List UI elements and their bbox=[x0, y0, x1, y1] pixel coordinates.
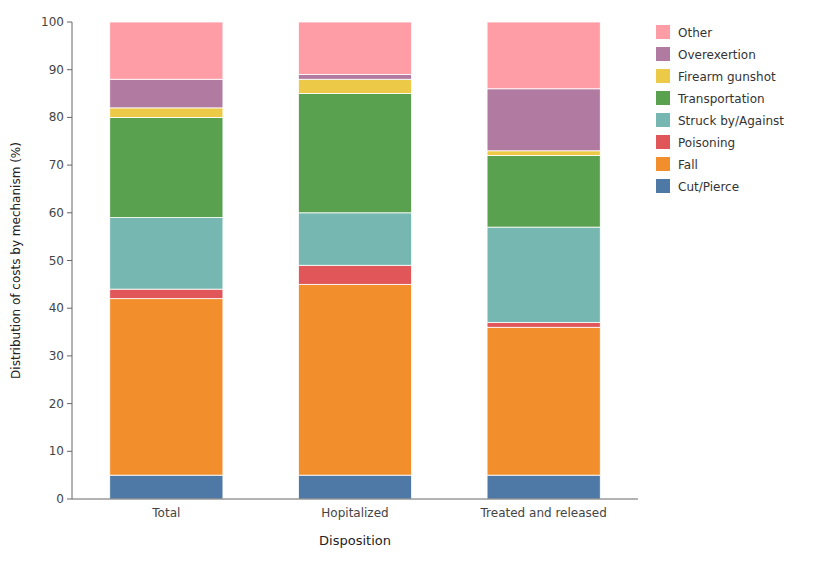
bar-segment bbox=[487, 227, 600, 322]
legend-label: Fall bbox=[678, 158, 698, 172]
y-tick bbox=[67, 69, 72, 70]
legend-label: Transportation bbox=[677, 92, 765, 106]
bar-segment bbox=[110, 299, 223, 475]
y-tick-label: 50 bbox=[49, 254, 64, 268]
y-tick bbox=[67, 22, 72, 23]
bar-segment bbox=[487, 475, 600, 499]
y-tick-label: 10 bbox=[49, 444, 64, 458]
x-axis-line bbox=[72, 499, 638, 500]
chart-svg: 0 10 20 30 40 50 60 70 80 90 100 Total Hopitalized Tr… bbox=[0, 0, 828, 561]
y-tick-label: 0 bbox=[56, 492, 64, 506]
bar-segment bbox=[110, 475, 223, 499]
legend-swatch bbox=[656, 47, 670, 61]
x-axis: Total Hopitalized Treated and released bbox=[72, 499, 638, 520]
bar-segment bbox=[298, 94, 411, 213]
y-tick bbox=[67, 355, 72, 356]
chart-container: 0 10 20 30 40 50 60 70 80 90 100 Total Hopitalized Tr… bbox=[0, 0, 828, 561]
y-tick bbox=[67, 499, 72, 500]
y-tick-label: 70 bbox=[49, 158, 64, 172]
bar-segment bbox=[110, 218, 223, 290]
y-tick bbox=[67, 308, 72, 309]
bar-segment bbox=[487, 327, 600, 475]
bar-segment bbox=[487, 151, 600, 156]
legend-label: Cut/Pierce bbox=[678, 180, 739, 194]
bar-segment bbox=[110, 79, 223, 108]
legend-swatch bbox=[656, 25, 670, 39]
bar-segment bbox=[298, 22, 411, 74]
bar-segment bbox=[110, 117, 223, 217]
legend-label: Overexertion bbox=[678, 48, 756, 62]
bar-segment bbox=[110, 22, 223, 79]
bar-segment bbox=[487, 89, 600, 151]
y-axis: 0 10 20 30 40 50 60 70 80 90 100 bbox=[41, 15, 72, 506]
legend-swatch bbox=[656, 91, 670, 105]
y-tick bbox=[67, 212, 72, 213]
y-tick bbox=[67, 403, 72, 404]
legend-label: Firearm gunshot bbox=[678, 70, 776, 84]
y-tick-label: 90 bbox=[49, 63, 64, 77]
legend-swatch bbox=[656, 179, 670, 193]
bar-segment bbox=[110, 108, 223, 118]
y-tick bbox=[67, 260, 72, 261]
x-tick-label: Total bbox=[151, 506, 180, 520]
y-axis-title: Distribution of costs by mechanism (%) bbox=[9, 142, 23, 379]
legend-label: Struck by/Against bbox=[678, 114, 784, 128]
legend-swatch bbox=[656, 113, 670, 127]
bar-segment bbox=[298, 475, 411, 499]
legend-label: Poisoning bbox=[678, 136, 735, 150]
bar-segment bbox=[487, 323, 600, 328]
bar-segment bbox=[487, 22, 600, 89]
y-tick-label: 60 bbox=[49, 206, 64, 220]
y-tick-label: 80 bbox=[49, 110, 64, 124]
y-axis-line bbox=[72, 22, 73, 499]
bar-segment bbox=[298, 79, 411, 93]
legend-swatch bbox=[656, 69, 670, 83]
legend-swatch bbox=[656, 157, 670, 171]
y-tick bbox=[67, 165, 72, 166]
y-tick-label: 30 bbox=[49, 349, 64, 363]
bar-segment bbox=[298, 265, 411, 284]
y-tick-label: 100 bbox=[41, 15, 64, 29]
legend-label: Other bbox=[678, 26, 712, 40]
bar-segment bbox=[298, 284, 411, 475]
y-tick bbox=[67, 451, 72, 452]
x-tick-label: Hopitalized bbox=[321, 506, 388, 520]
bar-segment bbox=[298, 213, 411, 265]
bar-segment bbox=[298, 74, 411, 79]
y-tick bbox=[67, 117, 72, 118]
bars bbox=[110, 22, 601, 499]
x-axis-title: Disposition bbox=[319, 533, 391, 548]
y-tick-label: 40 bbox=[49, 301, 64, 315]
x-tick-label: Treated and released bbox=[480, 506, 607, 520]
legend: Other Overexertion Firearm gunshot Transpor… bbox=[656, 25, 784, 194]
bar-segment bbox=[487, 156, 600, 228]
legend-swatch bbox=[656, 135, 670, 149]
bar-segment bbox=[110, 289, 223, 299]
y-tick-label: 20 bbox=[49, 397, 64, 411]
